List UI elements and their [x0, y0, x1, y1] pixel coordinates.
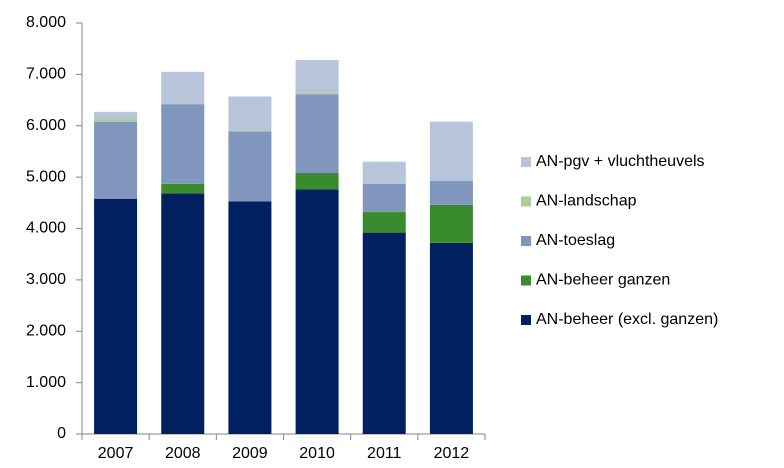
bar-segment: [429, 180, 473, 205]
legend-swatch: [521, 275, 531, 286]
legend-swatch: [521, 157, 531, 167]
x-tick-label: 2009: [232, 445, 268, 462]
bar-segment: [94, 111, 138, 119]
x-tick-label: 2012: [434, 445, 470, 462]
legend-swatch: [521, 196, 531, 207]
y-tick-label: 2.000: [26, 322, 66, 339]
bar-segment: [161, 193, 205, 434]
bar-segment: [295, 189, 339, 434]
y-tick-label: 3.000: [26, 271, 66, 288]
bar-segment: [429, 121, 473, 181]
bar-segment: [94, 121, 138, 199]
bar-segment: [295, 59, 339, 93]
bar-segment: [228, 96, 272, 131]
bar-segment: [362, 161, 406, 184]
legend-label: AN-beheer ganzen: [536, 272, 670, 289]
bar-segment: [161, 104, 205, 184]
legend-swatch: [521, 236, 531, 246]
x-tick-label: 2010: [299, 445, 335, 462]
y-tick-label: 7.000: [26, 66, 66, 83]
bar-segment: [429, 204, 473, 243]
bar-segment: [295, 173, 339, 190]
bar-segment: [94, 118, 138, 122]
bar-segment: [161, 71, 205, 104]
bar-segment: [295, 94, 339, 174]
legend-label: AN-toeslag: [536, 232, 615, 249]
legend-swatch: [521, 315, 531, 325]
y-tick-label: 8.000: [26, 14, 66, 31]
legend-label: AN-landschap: [536, 193, 637, 210]
bar-segment: [362, 232, 406, 434]
x-tick-label: 2008: [165, 445, 201, 462]
y-tick-label: 4.000: [26, 220, 66, 237]
legend-label: AN-pgv + vluchtheuvels: [536, 153, 705, 170]
y-tick-label: 1.000: [26, 374, 66, 391]
bar-segment: [228, 201, 272, 434]
bar-segment: [228, 131, 272, 202]
y-tick-label: 6.000: [26, 117, 66, 134]
bar-segment: [94, 198, 138, 434]
bar-segment: [228, 130, 272, 132]
x-tick-label: 2007: [98, 445, 134, 462]
bar-segment: [362, 183, 406, 213]
y-tick-label: 0: [57, 425, 66, 442]
bar-segment: [429, 242, 473, 434]
legend-label: AN-beheer (excl. ganzen): [536, 311, 718, 328]
x-tick-label: 2011: [367, 445, 402, 462]
bar-segment: [362, 212, 406, 233]
bar-segment: [161, 103, 205, 105]
bar-segment: [161, 183, 205, 194]
bar-segment: [295, 92, 339, 95]
y-tick-label: 5.000: [26, 168, 66, 185]
